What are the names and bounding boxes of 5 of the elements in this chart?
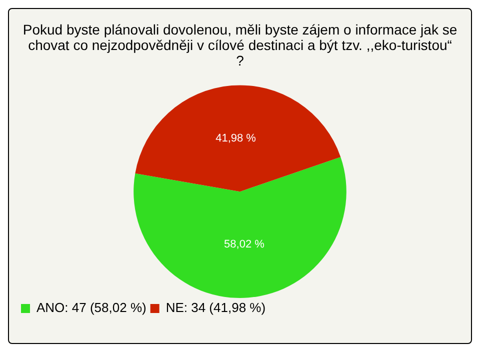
legend-label: NE: 34 (41,98 %) bbox=[166, 300, 266, 316]
legend-label: ANO: 47 (58,02 %) bbox=[36, 300, 146, 316]
chart-title: Pokud byste plánovali dovolenou, měli byste zájem o informace jak se chovat co nejzodpovědněji v cílové destinaci a být tzv. ,,eko-turistou“ ? bbox=[22, 22, 458, 68]
data-label: 58,02 % bbox=[224, 238, 265, 251]
data-label: 41,98 % bbox=[216, 132, 256, 145]
